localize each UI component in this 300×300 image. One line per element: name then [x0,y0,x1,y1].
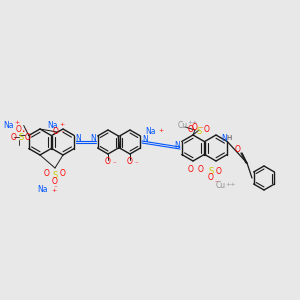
Text: O: O [235,146,241,154]
Text: O: O [192,124,198,133]
Text: Na: Na [47,122,57,130]
Text: ++: ++ [226,182,236,187]
Text: +: + [14,121,20,125]
Text: •⁻: •⁻ [21,130,27,134]
Text: O: O [53,128,59,136]
Text: ⁻: ⁻ [214,180,218,186]
Text: Na: Na [3,121,13,130]
Text: O: O [25,134,31,142]
Text: O: O [216,167,222,176]
Text: ⁻: ⁻ [199,126,203,132]
Text: H: H [226,136,232,142]
Text: ⁻: ⁻ [134,161,138,167]
Text: N: N [174,140,180,149]
Text: Na: Na [37,185,47,194]
Text: O: O [198,164,204,173]
Text: N: N [76,134,81,143]
Text: O: O [105,158,111,166]
Text: O: O [44,169,50,178]
Text: S: S [208,167,214,176]
Text: ++: ++ [188,121,198,125]
Text: Na: Na [146,128,156,136]
Text: O: O [127,158,133,166]
Text: O: O [16,125,22,134]
Text: +: + [51,188,57,194]
Text: +: + [158,128,164,133]
Text: Cu: Cu [216,181,226,190]
Text: O: O [52,178,58,187]
Text: ⁻: ⁻ [112,161,116,167]
Text: ⁻: ⁻ [53,185,57,191]
Text: O: O [11,134,17,142]
Text: Cu: Cu [178,121,188,130]
Text: O: O [188,164,194,173]
Text: O: O [60,169,66,178]
Text: +: + [59,122,64,127]
Text: S: S [18,134,24,142]
Text: O: O [208,173,214,182]
Text: N: N [142,134,148,143]
Text: ⁻: ⁻ [60,130,64,136]
Text: S: S [52,172,58,181]
Text: N: N [221,134,227,143]
Text: O: O [188,125,194,134]
Text: O: O [204,125,210,134]
Text: S: S [196,128,202,136]
Text: N: N [91,134,96,143]
